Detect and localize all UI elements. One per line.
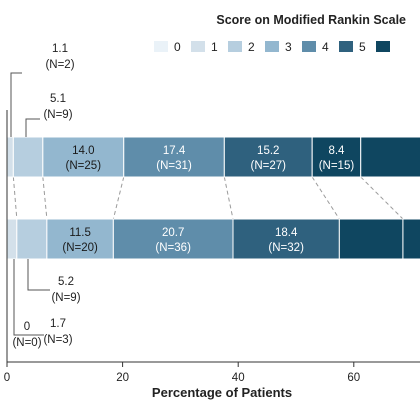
bar-segment [360,136,420,178]
callout-leader-line [25,118,40,137]
x-tick-label: 40 [232,372,245,384]
legend-label: 0 [174,40,181,54]
legend-label: 1 [211,40,218,54]
x-axis-title: Percentage of Patients [152,385,292,400]
legend-swatch [228,41,242,52]
segment-value-label: 17.4 [163,145,186,157]
bar-segment [6,136,14,178]
connector-line [112,176,125,220]
connector-line [223,176,234,220]
segment-value-label: 20.7 [162,227,184,239]
legend-label: 3 [285,40,292,54]
connector-line [311,176,340,220]
legend-swatch [376,41,390,52]
bar-segment [112,218,234,260]
x-axis: 0 20 40 60 Percentage of Patients [4,110,420,400]
legend-label: 4 [322,40,329,54]
x-tick-label: 60 [347,372,360,384]
bar-segment [123,136,225,178]
connector-line [42,176,48,220]
segment-labels: 14.0 (N=25) 17.4 (N=31) 15.2 (N=27) 8.4 (N=15) 1… [62,145,354,254]
bar-segment [16,218,48,260]
callout-value-label: 1.7 [50,318,66,330]
segment-count-label: (N=20) [62,242,98,254]
segment-count-label: (N=31) [156,160,192,172]
callout-leader-line [10,72,22,137]
segment-count-label: (N=36) [155,242,191,254]
callout-count-label: (N=3) [43,334,72,346]
connector-line [360,176,404,220]
legend-label: 2 [248,40,255,54]
bar-segment [402,218,420,260]
legend: Score on Modified Rankin Scale 0 1 2 3 4 5 [154,13,406,54]
segment-count-label: (N=32) [268,242,304,254]
callout-labels: 1.1 (N=2) 5.1 (N=9) 5.2 (N=9) 1.7 (N=3) 0 (N=0) [10,43,81,349]
segment-count-label: (N=15) [319,160,355,172]
connector-lines [12,176,404,220]
callout-value-label: 5.2 [58,276,74,288]
x-tick-label: 20 [116,372,129,384]
legend-title: Score on Modified Rankin Scale [216,13,406,27]
x-tick-label: 0 [4,372,10,384]
callout-count-label: (N=9) [51,292,80,304]
callout-value-label: 1.1 [52,43,68,55]
legend-swatch [265,41,279,52]
legend-swatch [154,41,168,52]
callout-leader-line [13,259,44,336]
bar-segment [6,218,18,260]
bar-segment [338,218,404,260]
bar-segment [223,136,313,178]
bar-segment [42,136,125,178]
legend-swatch [191,41,205,52]
callout-value-label: 0 [24,321,30,333]
callout-count-label: (N=2) [45,59,74,71]
segment-value-label: 8.4 [328,145,345,157]
bar-segment [12,136,44,178]
segment-value-label: 18.4 [275,227,298,239]
segment-value-label: 15.2 [257,145,279,157]
bars-group [6,136,420,260]
callout-leader-line [27,259,50,291]
segment-value-label: 11.5 [69,227,91,239]
bar-segment [46,218,114,260]
segment-count-label: (N=27) [251,160,287,172]
callout-count-label: (N=9) [43,109,72,121]
bar-segment [232,218,340,260]
legend-label: 5 [359,40,366,54]
callout-value-label: 5.1 [50,93,66,105]
connector-line [12,176,18,220]
legend-swatch [339,41,353,52]
segment-value-label: 14.0 [72,145,94,157]
legend-swatch [302,41,316,52]
callout-count-label: (N=0) [12,337,41,349]
segment-count-label: (N=25) [66,160,102,172]
